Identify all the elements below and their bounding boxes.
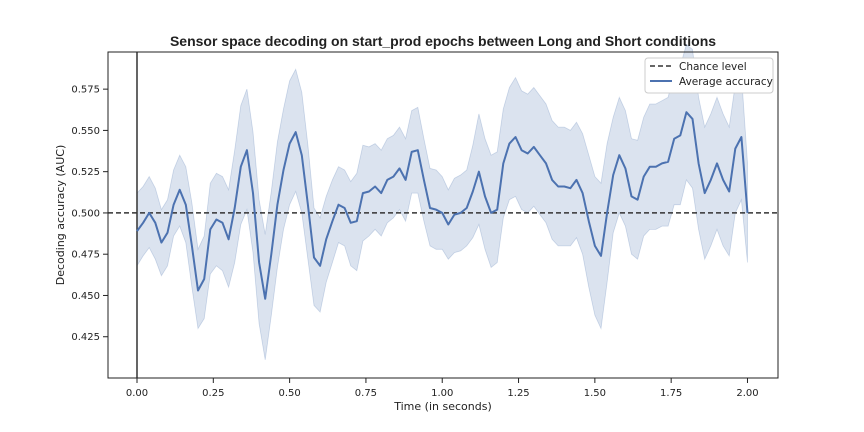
x-tick-label: 0.25 [202, 388, 224, 399]
y-tick-label: 0.550 [71, 126, 100, 137]
x-tick-label: 2.00 [736, 388, 758, 399]
legend-chance-label: Chance level [679, 61, 747, 73]
chart-title: Sensor space decoding on start_prod epoc… [170, 33, 716, 49]
x-tick-label: 1.75 [660, 388, 682, 399]
legend-accuracy-label: Average accuracy [679, 76, 773, 88]
x-tick-label: 1.00 [431, 388, 453, 399]
legend-box [644, 57, 774, 94]
plot-area [108, 43, 778, 378]
y-tick-label: 0.500 [71, 208, 100, 219]
y-tick-label: 0.450 [71, 291, 100, 302]
x-tick-label: 0.75 [355, 388, 377, 399]
y-tick-label: 0.475 [71, 250, 100, 261]
axes: 0.00 0.25 0.50 0.75 1.00 1.25 1.50 1.75 2.00 0.42… [71, 85, 758, 399]
x-tick-label: 1.50 [584, 388, 606, 399]
x-tick-label: 0.50 [278, 388, 300, 399]
average-accuracy-line [136, 111, 749, 300]
y-tick-label: 0.425 [71, 332, 100, 343]
confidence-band [136, 43, 748, 360]
y-tick-label: 0.525 [71, 167, 100, 178]
x-axis-label: Time (in seconds) [393, 400, 492, 413]
x-tick-label: 0.00 [126, 388, 148, 399]
x-tick-label: 1.25 [507, 388, 529, 399]
y-axis-label: Decoding accuracy (AUC) [54, 145, 67, 285]
legend: Chance level Average accuracy [644, 57, 774, 94]
y-tick-label: 0.575 [71, 85, 100, 96]
plot-frame [107, 51, 779, 379]
